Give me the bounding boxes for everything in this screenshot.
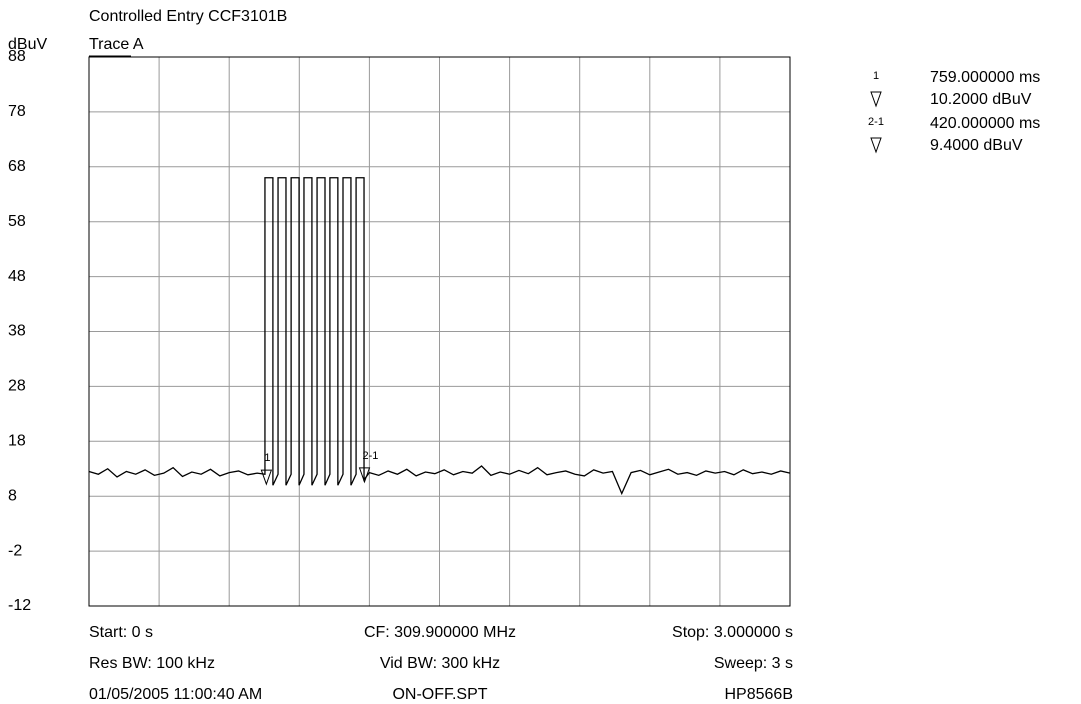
footer-text: 01/05/2005 11:00:40 AM [89, 686, 262, 703]
y-tick-label: 58 [8, 213, 26, 230]
y-tick-label: -12 [8, 597, 31, 614]
marker-readout-y: 9.4000 dBuV [930, 137, 1023, 154]
marker-readout-y: 10.2000 dBuV [930, 91, 1032, 108]
marker-readout-icon [870, 137, 882, 154]
chart-title: Controlled Entry CCF3101B [89, 8, 287, 25]
marker-triangle [358, 467, 371, 484]
y-tick-label: 28 [8, 378, 26, 395]
y-tick-label: 48 [8, 268, 26, 285]
marker-readout-x: 420.000000 ms [930, 115, 1040, 132]
marker-readout-label: 1 [873, 70, 879, 82]
y-tick-label: 8 [8, 487, 17, 504]
y-tick-label: 68 [8, 158, 26, 175]
trace-line [88, 177, 791, 496]
marker-readout-x: 759.000000 ms [930, 69, 1040, 86]
marker-label: 1 [264, 452, 270, 464]
footer-text: Start: 0 s [89, 624, 153, 641]
y-tick-label: -2 [8, 542, 22, 559]
footer-text: HP8566B [725, 686, 794, 703]
chart-subtitle: Trace A [89, 36, 144, 53]
y-tick-label: 38 [8, 323, 26, 340]
footer-text: CF: 309.900000 MHz [364, 624, 516, 641]
marker-label: 2-1 [362, 450, 378, 462]
y-tick-label: 88 [8, 48, 26, 65]
plot-border [88, 56, 791, 607]
y-axis-label: dBuV [8, 36, 47, 53]
marker-readout-label: 2-1 [868, 116, 884, 128]
marker-triangle [260, 469, 273, 486]
footer-text: Vid BW: 300 kHz [380, 655, 500, 672]
marker-readout-icon [870, 91, 882, 108]
footer-text: ON-OFF.SPT [392, 686, 487, 703]
y-tick-label: 78 [8, 103, 26, 120]
footer-text: Sweep: 3 s [714, 655, 793, 672]
footer-text: Stop: 3.000000 s [672, 624, 793, 641]
y-tick-label: 18 [8, 433, 26, 450]
footer-text: Res BW: 100 kHz [89, 655, 215, 672]
